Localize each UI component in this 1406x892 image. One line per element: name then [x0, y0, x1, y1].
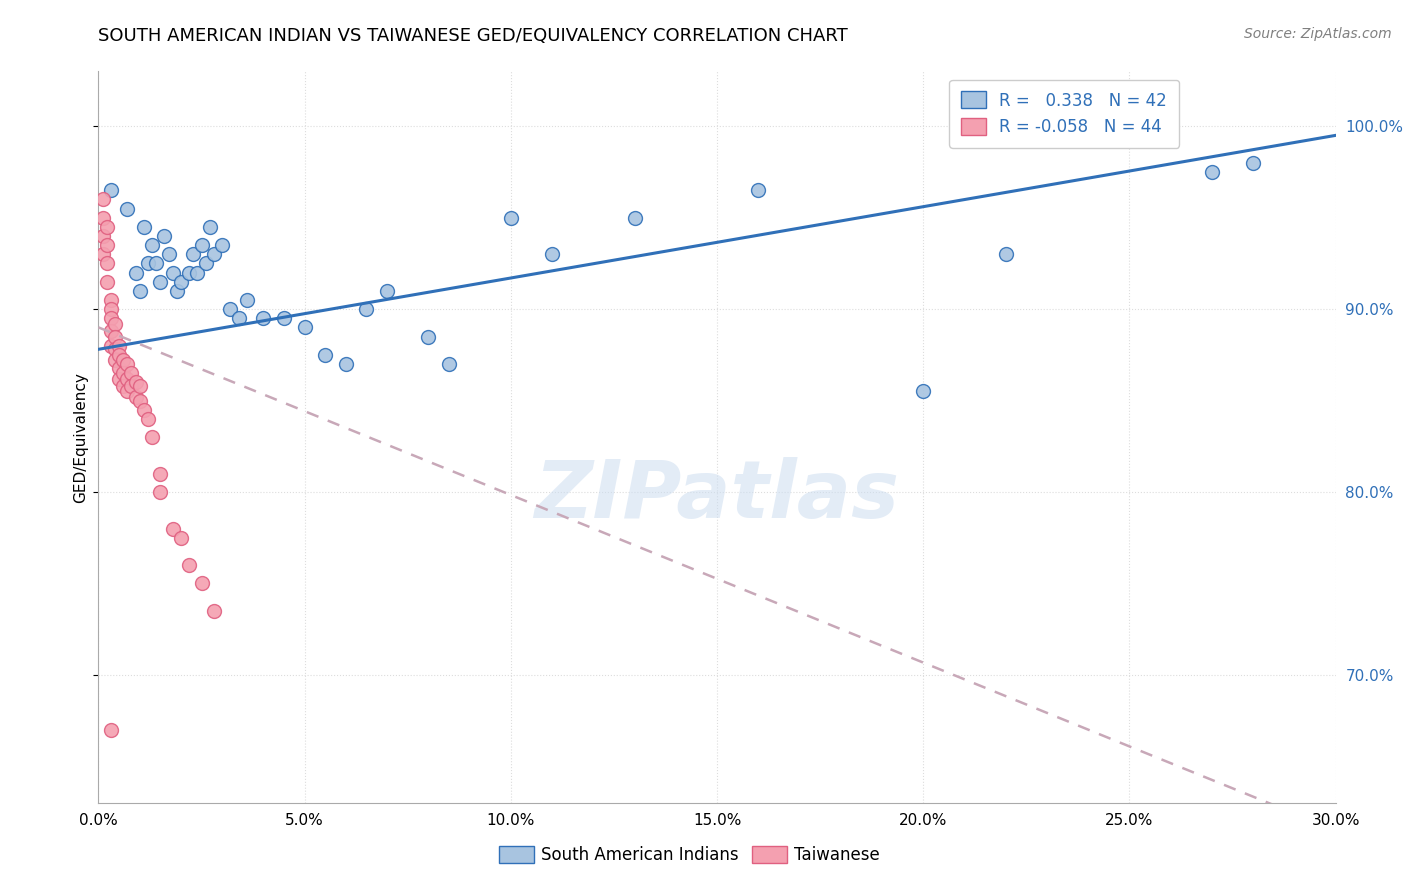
Point	[149, 275, 172, 289]
Point	[202, 604, 225, 618]
Point	[202, 247, 225, 261]
Point	[149, 467, 172, 481]
Point	[623, 211, 645, 225]
Point	[437, 357, 460, 371]
Point	[128, 284, 150, 298]
Point	[170, 275, 193, 289]
Point	[124, 265, 146, 279]
Point	[170, 531, 193, 545]
Point	[141, 430, 163, 444]
Point	[104, 353, 127, 368]
Point	[108, 360, 131, 375]
Point	[104, 317, 127, 331]
Point	[96, 238, 118, 252]
Point	[162, 521, 184, 535]
Point	[117, 371, 139, 385]
Point	[104, 343, 127, 357]
Point	[236, 293, 259, 307]
Point	[335, 357, 357, 371]
Point	[124, 390, 146, 404]
Point	[117, 357, 139, 371]
Point	[96, 219, 118, 234]
Point	[132, 402, 155, 417]
Point	[375, 284, 398, 298]
Point	[136, 256, 159, 270]
Point	[252, 311, 274, 326]
Point	[96, 275, 118, 289]
Point	[157, 247, 180, 261]
Point	[124, 375, 146, 389]
Point	[294, 320, 316, 334]
Point	[145, 256, 167, 270]
Point	[541, 247, 564, 261]
Point	[117, 384, 139, 399]
Point	[994, 247, 1017, 261]
Point	[149, 484, 172, 499]
Point	[194, 256, 217, 270]
Point	[418, 329, 440, 343]
Point	[912, 384, 935, 399]
Point	[162, 265, 184, 279]
Point	[112, 366, 135, 380]
Point	[136, 411, 159, 425]
Legend: R =   0.338   N = 42, R = -0.058   N = 44: R = 0.338 N = 42, R = -0.058 N = 44	[949, 79, 1178, 148]
Point	[1201, 165, 1223, 179]
Point	[100, 183, 122, 197]
Point	[108, 371, 131, 385]
Point	[120, 379, 142, 393]
Point	[96, 256, 118, 270]
Point	[120, 366, 142, 380]
Point	[141, 238, 163, 252]
Point	[198, 219, 221, 234]
Point	[747, 183, 769, 197]
Point	[91, 192, 114, 206]
Point	[91, 211, 114, 225]
Point	[128, 393, 150, 408]
Text: South American Indians: South American Indians	[541, 846, 740, 863]
Point	[100, 324, 122, 338]
Point	[112, 379, 135, 393]
Text: Source: ZipAtlas.com: Source: ZipAtlas.com	[1244, 27, 1392, 41]
Point	[91, 228, 114, 243]
Point	[132, 219, 155, 234]
Text: Taiwanese: Taiwanese	[794, 846, 880, 863]
Point	[100, 293, 122, 307]
Point	[273, 311, 295, 326]
Point	[179, 558, 201, 573]
Point	[100, 301, 122, 316]
Point	[499, 211, 522, 225]
Point	[211, 238, 233, 252]
Text: SOUTH AMERICAN INDIAN VS TAIWANESE GED/EQUIVALENCY CORRELATION CHART: SOUTH AMERICAN INDIAN VS TAIWANESE GED/E…	[98, 27, 848, 45]
Point	[117, 202, 139, 216]
Point	[128, 379, 150, 393]
Point	[179, 265, 201, 279]
Point	[166, 284, 188, 298]
Point	[1241, 155, 1264, 169]
Point	[228, 311, 250, 326]
Point	[356, 301, 378, 316]
Point	[186, 265, 208, 279]
Point	[112, 353, 135, 368]
Point	[108, 338, 131, 352]
Point	[91, 247, 114, 261]
Point	[190, 238, 212, 252]
Point	[314, 348, 336, 362]
Point	[100, 723, 122, 737]
Point	[100, 338, 122, 352]
Point	[100, 311, 122, 326]
Point	[219, 301, 242, 316]
Text: ZIPatlas: ZIPatlas	[534, 457, 900, 534]
Point	[153, 228, 176, 243]
Y-axis label: GED/Equivalency: GED/Equivalency	[73, 372, 89, 502]
Point	[104, 329, 127, 343]
Point	[190, 576, 212, 591]
Point	[108, 348, 131, 362]
Point	[181, 247, 204, 261]
